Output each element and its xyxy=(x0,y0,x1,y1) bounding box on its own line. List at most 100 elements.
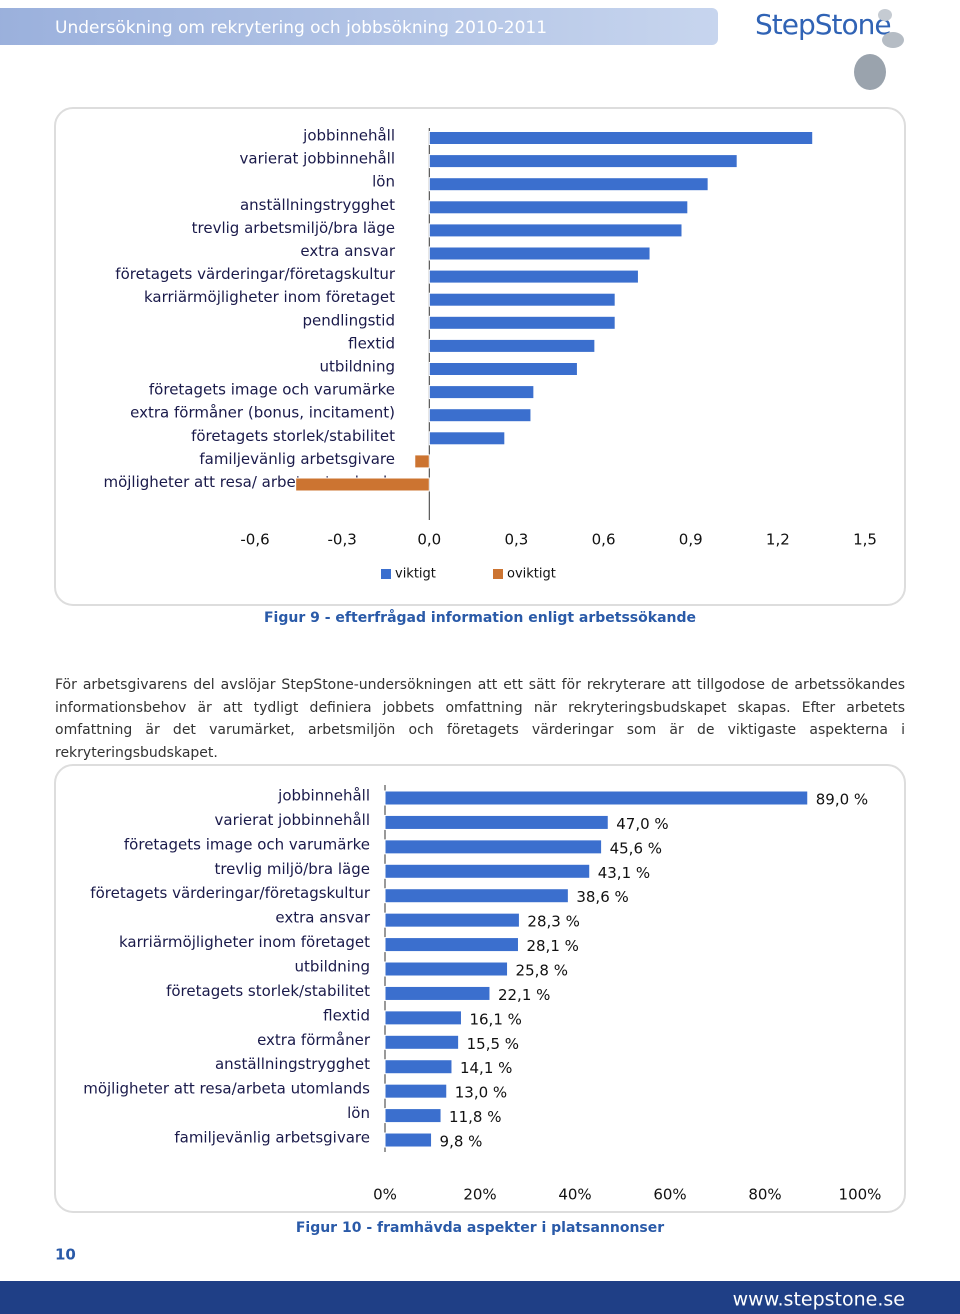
category-label: pendlingstid xyxy=(302,311,395,329)
category-label: flextid xyxy=(323,1006,370,1024)
category-label: extra ansvar xyxy=(300,242,395,260)
x-tick-label: 80% xyxy=(748,1186,781,1204)
value-label: 28,1 % xyxy=(526,937,578,955)
legend-label: oviktigt xyxy=(507,567,556,582)
value-label: 16,1 % xyxy=(469,1010,521,1028)
bar xyxy=(384,985,491,1001)
value-label: 14,1 % xyxy=(460,1059,512,1077)
body-text: För arbetsgivarens del avslöjar StepSton… xyxy=(55,677,905,761)
category-label: varierat jobbinnehåll xyxy=(215,811,370,829)
category-label: företagets image och varumärke xyxy=(149,381,395,399)
category-label: jobbinnehåll xyxy=(302,127,395,145)
category-label: familjevänlig arbetsgivare xyxy=(199,450,395,468)
legend-swatch xyxy=(493,569,503,579)
value-label: 28,3 % xyxy=(527,913,579,931)
value-label: 11,8 % xyxy=(449,1108,501,1126)
bar xyxy=(428,154,738,169)
category-label: extra förmåner (bonus, incitament) xyxy=(130,404,395,422)
value-label: 89,0 % xyxy=(816,791,868,809)
footer-url: www.stepstone.se xyxy=(733,1289,905,1311)
category-label: lön xyxy=(372,173,395,191)
bar xyxy=(384,1059,453,1075)
category-label: jobbinnehåll xyxy=(277,787,370,805)
bar xyxy=(295,477,430,492)
bar xyxy=(428,177,709,192)
chart-frame xyxy=(54,107,906,606)
x-tick-label: -0,3 xyxy=(328,531,357,549)
x-tick-label: 0,6 xyxy=(592,531,616,549)
figure-caption: Figur 9 - efterfrågad information enligt… xyxy=(264,609,696,626)
value-label: 22,1 % xyxy=(498,986,550,1004)
bar xyxy=(428,362,578,376)
category-label: lön xyxy=(347,1104,370,1122)
logo-stone xyxy=(878,9,892,21)
category-label: extra ansvar xyxy=(275,909,370,927)
category-label: företagets värderingar/företagskultur xyxy=(90,884,371,902)
category-label: familjevänlig arbetsgivare xyxy=(174,1129,370,1147)
logo-stone xyxy=(854,54,886,90)
bar xyxy=(384,937,519,953)
category-label: flextid xyxy=(348,334,395,352)
category-label: trevlig miljö/bra läge xyxy=(214,860,370,878)
value-label: 15,5 % xyxy=(467,1035,519,1053)
category-label: företagets värderingar/företagskultur xyxy=(115,265,396,283)
category-label: företagets storlek/stabilitet xyxy=(191,427,395,445)
value-label: 9,8 % xyxy=(440,1133,483,1151)
bar xyxy=(428,269,639,284)
category-label: karriärmöjligheter inom företaget xyxy=(119,933,370,951)
bar xyxy=(428,431,506,446)
bar xyxy=(428,246,651,261)
bar xyxy=(384,912,520,928)
x-tick-label: 0% xyxy=(373,1186,397,1204)
logo-stone xyxy=(882,32,904,48)
bar xyxy=(384,839,603,855)
bar xyxy=(428,315,616,330)
category-label: utbildning xyxy=(320,358,395,376)
header-bar xyxy=(0,8,718,45)
bar xyxy=(384,1108,442,1124)
page-number: 10 xyxy=(55,1246,76,1264)
bar xyxy=(428,385,535,400)
category-label: företagets image och varumärke xyxy=(124,835,370,853)
x-tick-label: 0,3 xyxy=(504,531,528,549)
bar xyxy=(384,1083,448,1099)
x-tick-label: 1,5 xyxy=(853,531,877,549)
value-label: 47,0 % xyxy=(616,815,668,833)
category-label: utbildning xyxy=(295,958,370,976)
legend-swatch xyxy=(381,569,391,579)
bar xyxy=(384,1132,433,1148)
x-tick-label: -0,6 xyxy=(240,531,269,549)
header-title: Undersökning om rekrytering och jobbsökn… xyxy=(55,18,547,38)
bar xyxy=(384,1034,460,1050)
bar xyxy=(428,408,532,423)
bar xyxy=(384,888,569,904)
x-tick-label: 100% xyxy=(839,1186,882,1204)
bar xyxy=(428,223,683,238)
category-label: anställningstrygghet xyxy=(215,1055,370,1073)
x-tick-label: 40% xyxy=(558,1186,591,1204)
category-label: möjligheter att resa/arbeta utomlands xyxy=(83,1080,370,1098)
bar xyxy=(428,131,814,145)
category-label: företagets storlek/stabilitet xyxy=(166,982,370,1000)
bar xyxy=(384,790,809,806)
bar xyxy=(428,292,616,307)
figure-caption: Figur 10 - framhävda aspekter i platsann… xyxy=(296,1220,664,1236)
legend-label: viktigt xyxy=(395,567,436,582)
value-label: 45,6 % xyxy=(610,839,662,857)
logo: StepStone xyxy=(755,8,891,41)
x-tick-label: 0,0 xyxy=(417,531,441,549)
x-tick-label: 20% xyxy=(463,1186,496,1204)
x-tick-label: 1,2 xyxy=(766,531,790,549)
x-tick-label: 60% xyxy=(653,1186,686,1204)
bar xyxy=(428,338,596,353)
category-label: trevlig arbetsmiljö/bra läge xyxy=(192,219,395,237)
x-tick-label: 0,9 xyxy=(679,531,703,549)
bar xyxy=(428,200,689,215)
value-label: 13,0 % xyxy=(455,1084,507,1102)
value-label: 43,1 % xyxy=(598,864,650,882)
footer-bar xyxy=(0,1281,960,1314)
bar xyxy=(384,863,591,879)
category-label: varierat jobbinnehåll xyxy=(240,150,395,168)
